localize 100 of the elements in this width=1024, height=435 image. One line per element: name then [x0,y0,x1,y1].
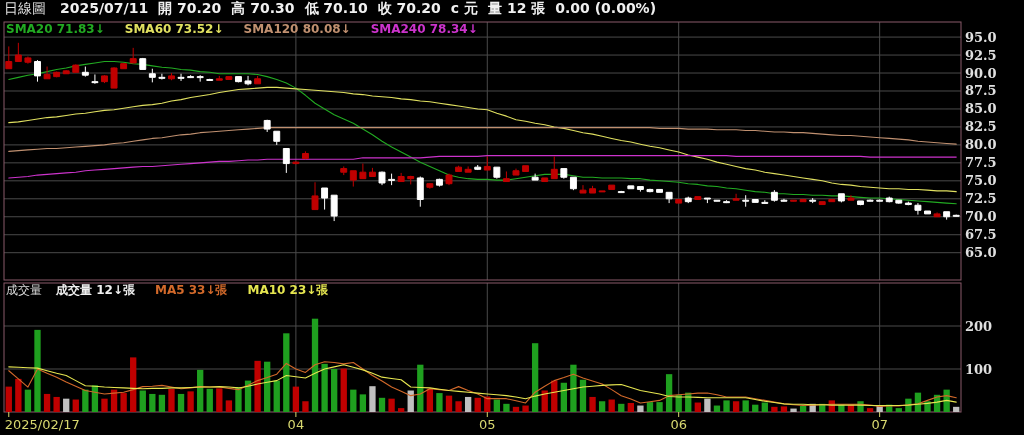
candlestick [196,74,204,83]
bar [216,388,223,412]
candlestick [828,198,836,203]
candlestick [311,181,319,211]
candlestick [101,74,108,84]
candlestick [541,177,549,183]
candlestick [847,194,855,201]
candlestick [5,45,13,70]
candlestick [139,57,147,70]
text: MA10 23↓張 [247,283,330,297]
candlestick [943,211,951,221]
bar [637,405,644,412]
bar [283,333,290,412]
bar [522,405,529,412]
candlestick [14,42,22,63]
bar [359,394,367,412]
y-tick-label: 92.5 [965,47,997,63]
bar [531,343,539,412]
candlestick [24,56,32,65]
bar [589,396,596,412]
candlestick [512,168,520,176]
candlestick [694,196,702,201]
bar [273,380,280,412]
candlestick [713,199,721,202]
y-tick-label: 72.5 [965,191,997,207]
candlestick [407,175,415,185]
bar [225,400,233,412]
y-tick-label: 95.0 [965,29,997,45]
candlestick [120,62,128,70]
candlestick [608,184,616,190]
bar [445,395,453,412]
bar [732,401,740,412]
bar [866,408,874,412]
candlestick [435,178,443,188]
bar [158,394,166,412]
bar [139,390,146,412]
candlestick [857,200,864,206]
candlestick [579,184,587,194]
bar [149,393,156,412]
bar [197,369,204,412]
candlestick [53,71,61,78]
candlestick [675,198,683,204]
candlestick [177,73,185,82]
candlestick [952,214,960,217]
bar [436,393,443,412]
text: MA5 33↓張 [154,283,229,297]
bar [560,382,567,412]
y-tick-label: 87.5 [965,83,997,99]
bar [455,401,462,412]
line-series [8,127,957,152]
bar [656,402,663,412]
candlestick [215,75,223,81]
y-tick-label: 77.5 [965,155,997,171]
bar [570,364,577,412]
bar [321,363,328,412]
bar [627,402,634,412]
text: 2025/07/11 [60,0,149,16]
bar [780,406,788,412]
bar [953,406,960,412]
text: 量 12 張 [487,0,547,16]
bar [187,391,194,412]
candlestick [569,176,577,191]
candlestick [110,66,118,89]
candlestick [416,176,424,208]
candlestick [187,74,195,79]
bar [254,360,261,412]
bar [799,405,807,412]
candlestick [225,76,233,80]
text: SMA240 78.34↓ [370,22,478,36]
bar [24,389,32,412]
bar [168,388,175,412]
candlestick [148,68,156,83]
candlestick [790,199,797,202]
y-tick-label: 90.0 [965,65,997,81]
bar [503,403,510,412]
candlestick [158,73,166,80]
y-tick-label: 65.0 [965,245,997,261]
text: c 元 [450,0,479,16]
bar [63,398,70,412]
bar [350,389,357,412]
candlestick [349,170,357,188]
candlestick [809,197,817,204]
bar [493,399,501,412]
candlestick [732,193,740,201]
candlestick [359,163,367,180]
bar [598,401,606,412]
candlestick [455,165,463,172]
bar [694,402,701,412]
candlestick [751,199,759,203]
candlestick [464,165,472,173]
candlestick [560,168,568,180]
candlestick [445,173,453,186]
candlestick [263,119,271,133]
chart-title: 日線圖 [4,0,46,16]
bar [292,386,300,412]
candlestick [837,193,845,203]
chart-title: 成交量 [6,283,42,297]
candlestick [684,196,692,204]
candlestick [168,72,175,81]
bar [101,398,108,412]
